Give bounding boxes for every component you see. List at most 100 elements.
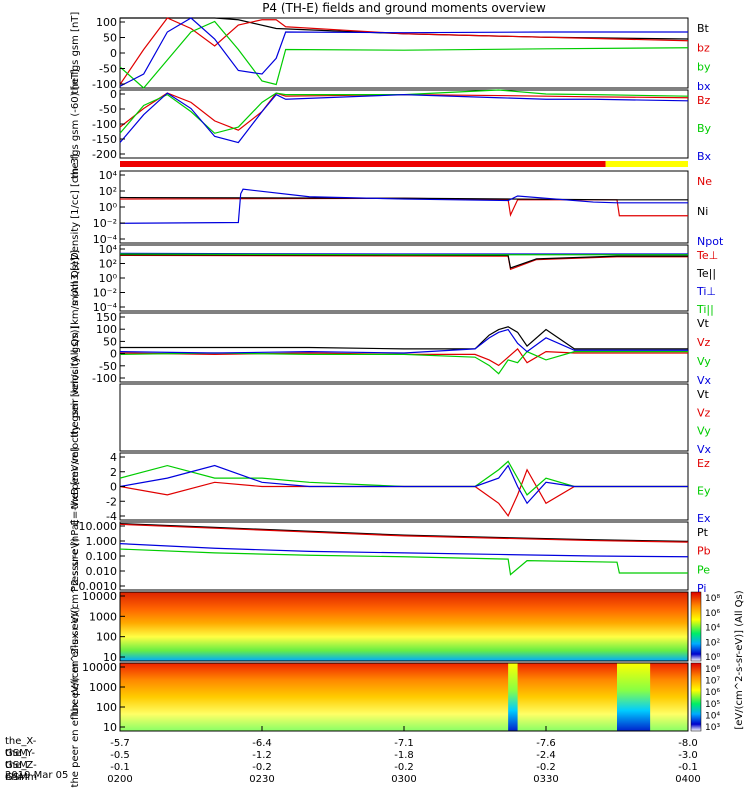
y-tick-label: 10.000 [79, 520, 118, 533]
x-axis-row-label: the_Z-GSM [5, 760, 37, 783]
x-tick-label: -0.5 [110, 750, 130, 761]
y-tick-label: 0.010 [86, 565, 118, 578]
x-tick-label: -0.2 [252, 762, 272, 773]
series-pt-line [119, 522, 689, 542]
series-by-line [119, 20, 689, 89]
series-bx-line [119, 17, 688, 87]
colorbar-tick: 10³ [705, 723, 720, 733]
x-tick-label: -1.8 [394, 750, 414, 761]
legend-entry: Vx [697, 443, 712, 456]
colorbar-tick: 10⁷ [705, 677, 720, 687]
y-tick-label: 10⁴ [99, 243, 118, 256]
series-ex-line [119, 464, 688, 505]
series-pi-line [119, 543, 689, 558]
x-tick-label: -0.2 [394, 762, 414, 773]
series-vt-line [120, 326, 688, 350]
mode-bar [120, 161, 688, 167]
legend-entry: Vt [697, 317, 710, 330]
x-tick-label: 0300 [391, 774, 416, 785]
spectrogram-gap [508, 663, 518, 731]
legend-entry: Bx [697, 150, 712, 163]
series-bx-line [119, 92, 689, 144]
y-tick-label: 0 [110, 88, 117, 101]
x-tick-label: -1.2 [252, 750, 272, 761]
y-tick-label: 1.000 [86, 535, 118, 548]
y-axis-label: the peir en eflux eV/(cm^2-s-sr-eV) [70, 538, 81, 716]
y-tick-label: 0 [110, 47, 117, 60]
panel-9: 10⁸ 10⁶ 10⁴ 10² 10⁰ 10000 1000 100 10 the peir en… [70, 538, 720, 716]
y-tick-label: 100 [96, 701, 117, 714]
y-tick-label: 1000 [89, 681, 117, 694]
series-te-line [119, 254, 688, 271]
x-axis-row-label: the_Y-GSM [5, 748, 35, 771]
series-bt-line [120, 17, 689, 40]
series-vx-line [119, 328, 688, 354]
y-tick-label: -150 [92, 133, 117, 146]
x-tick-label: -0.1 [110, 762, 130, 773]
y-tick-label: 10² [99, 185, 117, 198]
y-tick-label: 10⁰ [99, 201, 118, 214]
x-axis-row-label: the_X-GSM [5, 736, 37, 759]
y-tick-label: 10⁻² [93, 217, 117, 230]
legend-entry: Ey [697, 485, 711, 498]
x-tick-label: -7.1 [394, 738, 414, 749]
panel-frame [119, 17, 689, 89]
legend-entry: Te⊥ [696, 249, 718, 262]
series-vy-line [119, 350, 688, 375]
colorbar-title: [eV/(cm^2-s-sr-eV)] (All Qs) [734, 590, 745, 729]
panel-6: the peer velocity gsm [km/s (All Qs)] VtV… [70, 325, 712, 509]
spectrogram [120, 592, 688, 661]
y-tick-label: 150 [96, 311, 117, 324]
y-tick-label: -4 [106, 510, 117, 523]
legend-entry: Pe [697, 563, 710, 576]
legend-entry: bz [697, 41, 710, 54]
series-ez-line [119, 468, 688, 517]
x-tick-label: 0230 [249, 774, 274, 785]
y-tick-label: -50 [99, 103, 117, 116]
y-tick-label: 0 [110, 348, 117, 361]
series-pb-line [119, 523, 689, 543]
x-tick-label: -5.7 [110, 738, 130, 749]
y-axis-label: mom3 [eV] [70, 250, 81, 306]
colorbar [690, 662, 702, 732]
y-axis-label: Pressure [nPa] [70, 520, 81, 592]
y-axis-label: the peer en eflux eV/(cm^2-s-sr-eV) [70, 606, 81, 787]
spectrogram-gap [617, 663, 651, 731]
y-tick-label: 100 [96, 16, 117, 29]
y-axis-label: the fgs gsm (-60) [nT] [70, 69, 81, 179]
y-axis-label: E=-VxB [mV/m] [70, 447, 81, 525]
y-tick-label: 10 [103, 721, 117, 734]
series-bz-line [119, 17, 689, 85]
legend-entry: Ne [697, 175, 712, 188]
y-axis-label: the fgs gsm [nT] [70, 12, 81, 95]
y-tick-label: 10⁻⁴ [93, 233, 118, 246]
x-tick-label: 0400 [675, 774, 700, 785]
y-tick-label: 10² [99, 258, 117, 271]
x-tick-label: -6.4 [252, 738, 272, 749]
legend-entry: Bz [697, 94, 711, 107]
x-tick-label: -2.4 [536, 750, 556, 761]
colorbar-tick: 10⁸ [705, 594, 720, 604]
y-tick-label: 4 [110, 451, 117, 464]
panel-2: 0 -50 -100 -150 -200 the fgs gsm (-60) [nT] Bz… [70, 69, 712, 179]
legend-entry: Pt [697, 526, 709, 539]
page-title: P4 (TH-E) fields and ground moments over… [262, 1, 546, 15]
colorbar-tick: 10⁵ [705, 700, 720, 710]
series-pe-line [119, 548, 688, 576]
y-tick-label: 10 [103, 651, 117, 664]
legend-entry: Ti⊥ [696, 285, 716, 298]
colorbar-tick: 10² [705, 638, 720, 648]
legend-entry: Pb [697, 545, 711, 558]
spectrogram [120, 663, 688, 731]
colorbar-tick: 10⁸ [705, 665, 720, 675]
y-tick-label: 10⁰ [99, 272, 118, 285]
legend-entry: Vz [697, 336, 711, 349]
x-tick-label: 0330 [533, 774, 558, 785]
series-npot-line [119, 188, 688, 224]
x-tick-label: -8.0 [678, 738, 698, 749]
legend-entry: Vx [697, 374, 712, 387]
x-axis-row-label: hhmm [5, 772, 38, 783]
